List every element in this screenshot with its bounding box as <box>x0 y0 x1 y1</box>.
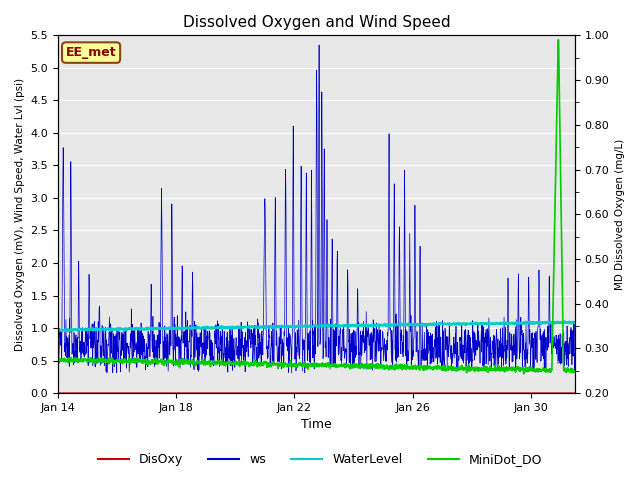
Y-axis label: MD Dissolved Oxygen (mg/L): MD Dissolved Oxygen (mg/L) <box>615 139 625 290</box>
Text: EE_met: EE_met <box>66 46 116 59</box>
Y-axis label: Dissolved Oxygen (mV), Wind Speed, Water Lvl (psi): Dissolved Oxygen (mV), Wind Speed, Water… <box>15 78 25 351</box>
Title: Dissolved Oxygen and Wind Speed: Dissolved Oxygen and Wind Speed <box>182 15 451 30</box>
Line: ws: ws <box>58 45 575 373</box>
Line: WaterLevel: WaterLevel <box>58 321 575 331</box>
X-axis label: Time: Time <box>301 419 332 432</box>
Line: MiniDot_DO: MiniDot_DO <box>58 40 575 374</box>
Legend: DisOxy, ws, WaterLevel, MiniDot_DO: DisOxy, ws, WaterLevel, MiniDot_DO <box>93 448 547 471</box>
